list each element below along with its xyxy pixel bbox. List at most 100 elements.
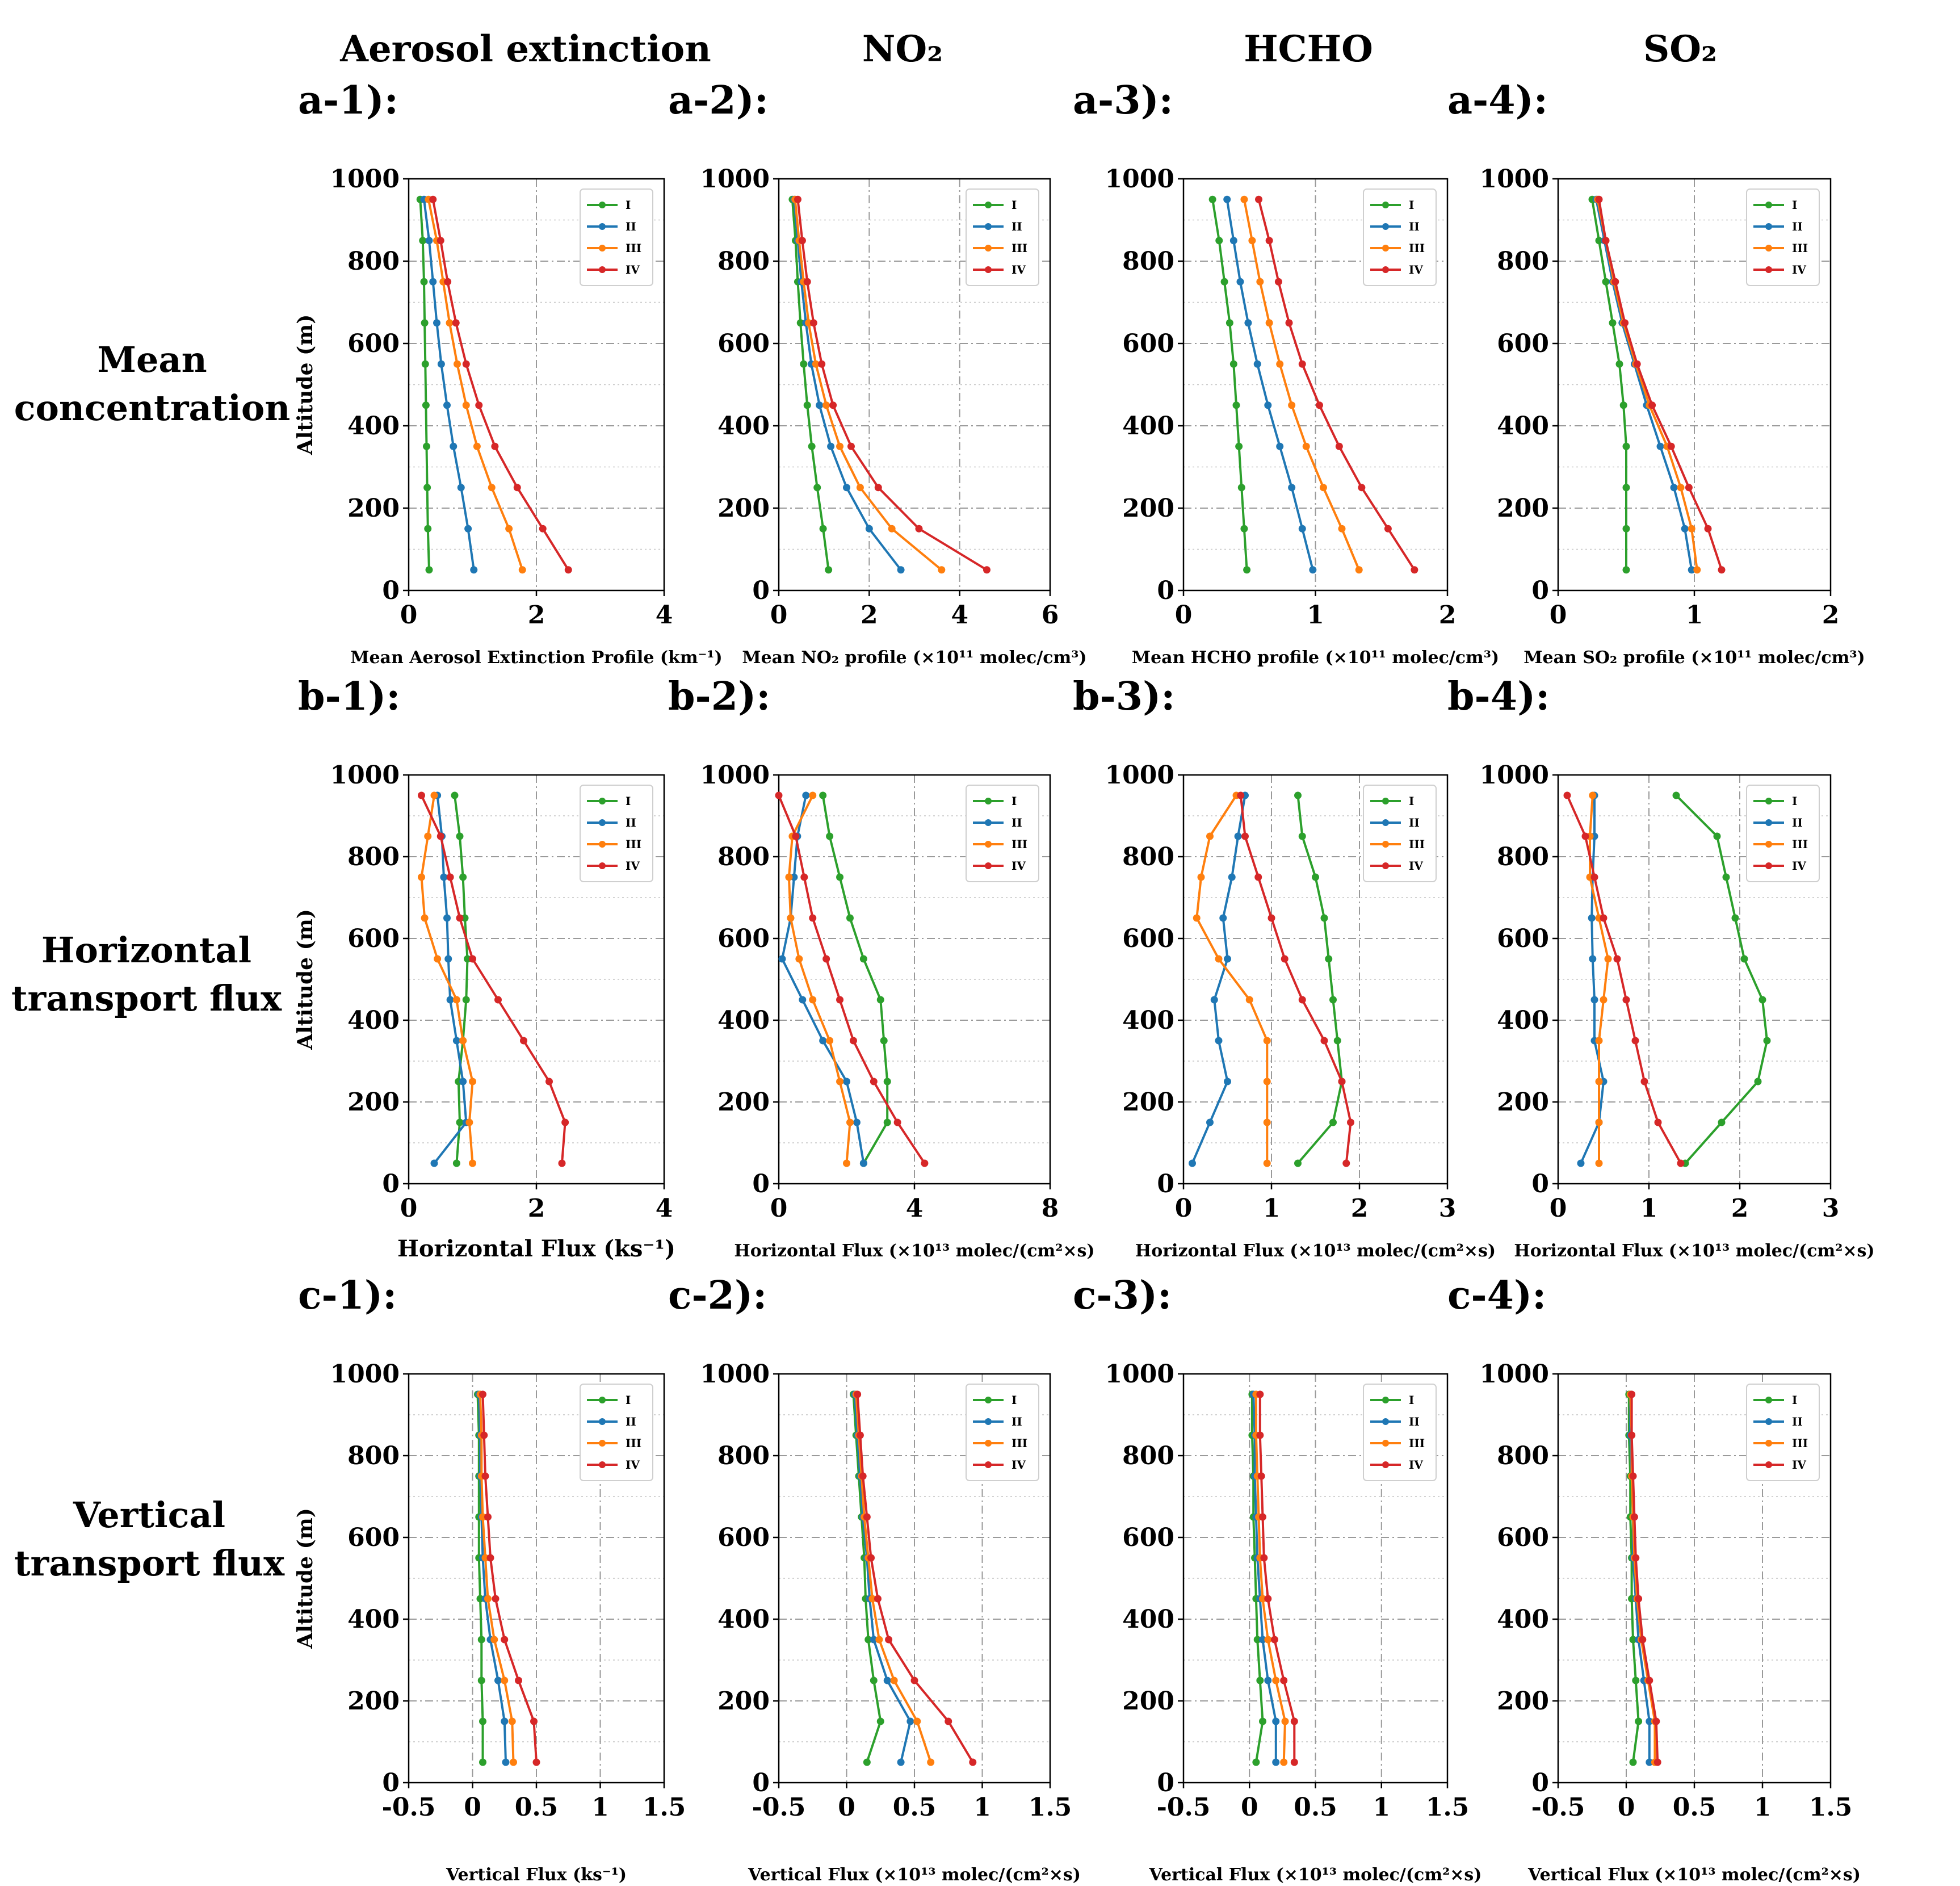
data-point-II [1189, 1159, 1196, 1167]
y-tick-label: 400 [347, 1006, 400, 1035]
x-axis-label: Horizontal Flux (×10¹³ molec/(cm²×s) [1135, 1241, 1496, 1261]
series-line-III [479, 1394, 515, 1763]
data-point-III [913, 1717, 921, 1725]
legend-label-IV: IV [1792, 263, 1806, 276]
data-point-III [518, 566, 526, 574]
y-tick-label: 0 [1157, 576, 1174, 605]
data-point-III [836, 1078, 844, 1086]
data-point-II [450, 442, 458, 450]
data-point-IV [1646, 1677, 1653, 1684]
series-line-III [1254, 1394, 1286, 1763]
data-point-III [1319, 484, 1327, 492]
series-line-II [1191, 795, 1246, 1164]
data-point-I [1622, 566, 1630, 574]
data-point-IV [867, 1554, 875, 1562]
legend-box [1363, 188, 1437, 286]
data-point-I [425, 566, 433, 574]
legend-marker-III [1765, 1440, 1772, 1447]
data-point-II [1234, 832, 1242, 840]
series-line-II [1580, 795, 1605, 1164]
data-point-IV [856, 1431, 864, 1439]
data-point-IV [870, 1078, 878, 1086]
x-tick-label: 3 [1822, 1194, 1840, 1223]
legend-marker-II [1765, 223, 1772, 230]
y-tick-label: 600 [347, 924, 400, 953]
legend-label-I: I [1012, 794, 1017, 808]
series-line-I [1627, 1394, 1640, 1763]
data-point-IV [486, 1554, 494, 1562]
data-point-I [451, 791, 459, 799]
data-point-I [1722, 873, 1730, 881]
data-point-I [1740, 955, 1748, 963]
data-point-I [1237, 484, 1245, 492]
data-point-I [1253, 1636, 1261, 1644]
legend-label-III: III [1409, 1436, 1425, 1450]
data-point-I [876, 996, 884, 1004]
data-point-IV [492, 1595, 500, 1603]
data-point-II [1259, 1636, 1266, 1644]
data-point-IV [469, 955, 476, 963]
data-point-IV [1639, 1636, 1647, 1644]
series-line-III [855, 1394, 932, 1763]
x-tick-label: 2 [1731, 1194, 1749, 1223]
data-point-IV [983, 566, 991, 574]
legend-label-II: II [1012, 220, 1022, 233]
data-point-III [868, 1595, 876, 1603]
series-line-II [1225, 199, 1314, 571]
x-tick-label: 2 [861, 601, 878, 630]
y-tick-label: 1000 [1105, 761, 1174, 790]
data-point-II [443, 914, 451, 922]
y-tick-label: 1000 [700, 761, 770, 790]
data-point-I [819, 791, 827, 799]
data-point-I [421, 319, 429, 327]
y-tick-label: 800 [1497, 247, 1549, 276]
data-point-III [459, 1037, 467, 1045]
data-point-III [809, 996, 817, 1004]
x-tick-label: 0 [400, 601, 418, 630]
data-point-I [1635, 1717, 1643, 1725]
data-point-II [464, 525, 472, 533]
data-point-IV [969, 1758, 977, 1766]
data-point-IV [921, 1159, 929, 1167]
data-point-III [1595, 1159, 1603, 1167]
row-title-horiz-line1: Horizontal [41, 929, 251, 971]
data-point-I [796, 319, 804, 327]
data-point-IV [874, 1595, 882, 1603]
data-point-IV [1653, 1758, 1661, 1766]
data-point-I [883, 1078, 891, 1086]
data-point-IV [1602, 237, 1610, 245]
legend-label-I: I [1409, 1393, 1414, 1407]
x-tick-label: 1 [1754, 1793, 1772, 1822]
data-point-II [906, 1717, 914, 1725]
legend-label-II: II [1012, 816, 1022, 829]
data-point-III [1280, 1758, 1288, 1766]
data-point-IV [561, 1118, 569, 1126]
data-point-IV [1255, 195, 1263, 203]
x-tick-label: 0 [1550, 1194, 1567, 1223]
data-point-II [459, 1078, 467, 1086]
data-point-I [1259, 1717, 1266, 1725]
series-line-I [1591, 199, 1627, 570]
data-point-IV [1298, 360, 1306, 368]
series-line-IV [778, 795, 926, 1164]
x-axis-label: Vertical Flux (ks⁻¹) [446, 1865, 627, 1885]
data-point-I [800, 360, 808, 368]
legend-label-I: I [1409, 794, 1414, 808]
data-point-IV [945, 1717, 952, 1725]
data-point-IV [475, 401, 483, 409]
series-line-IV [420, 795, 566, 1164]
data-point-I [423, 442, 430, 450]
y-tick-label: 400 [1122, 412, 1174, 441]
data-point-II [1276, 442, 1284, 450]
data-point-IV [1257, 1472, 1265, 1480]
x-axis-label: Horizontal Flux (ks⁻¹) [397, 1235, 675, 1262]
row-title-vert-line2: transport flux [14, 1543, 285, 1584]
data-point-IV [1290, 1717, 1298, 1725]
data-point-II [430, 1159, 438, 1167]
legend-label-IV: IV [1012, 263, 1026, 276]
data-point-III [1264, 1636, 1272, 1644]
data-point-II [457, 484, 465, 492]
data-point-III [888, 525, 896, 533]
data-point-I [1622, 525, 1630, 533]
